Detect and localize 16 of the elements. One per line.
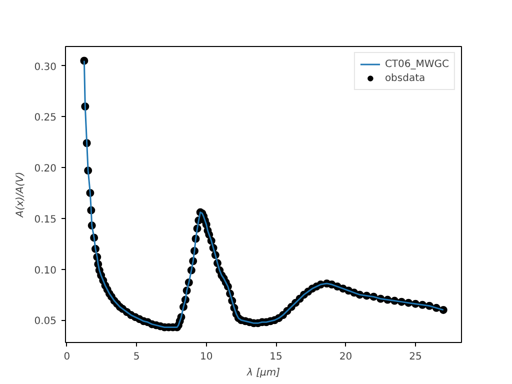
y-tick-label: 0.10 — [34, 265, 56, 276]
y-axis-title: A(x)/A(V) — [15, 172, 26, 218]
x-tick-label: 5 — [133, 352, 140, 362]
y-tick-label: 0.25 — [34, 112, 56, 124]
x-tick-label: 15 — [270, 352, 282, 362]
x-tick-label: 25 — [409, 352, 422, 362]
x-tick-label: 10 — [200, 352, 213, 362]
x-tick-label: 20 — [339, 352, 352, 362]
y-tick-label: 0.20 — [34, 164, 56, 175]
y-tick-label: 0.15 — [34, 214, 56, 226]
legend-label: CT06_MWGC — [384, 58, 449, 70]
y-tick-label: 0.30 — [34, 62, 56, 73]
legend-label: obsdata — [384, 72, 426, 84]
x-tick-label: 0 — [64, 352, 70, 362]
x-axis-title: λ [μm] — [246, 368, 280, 378]
y-tick-label: 0.05 — [34, 316, 56, 328]
